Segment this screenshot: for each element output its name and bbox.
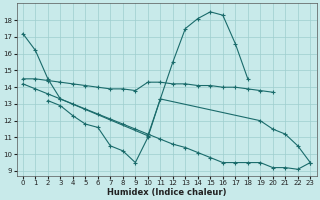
X-axis label: Humidex (Indice chaleur): Humidex (Indice chaleur): [107, 188, 226, 197]
